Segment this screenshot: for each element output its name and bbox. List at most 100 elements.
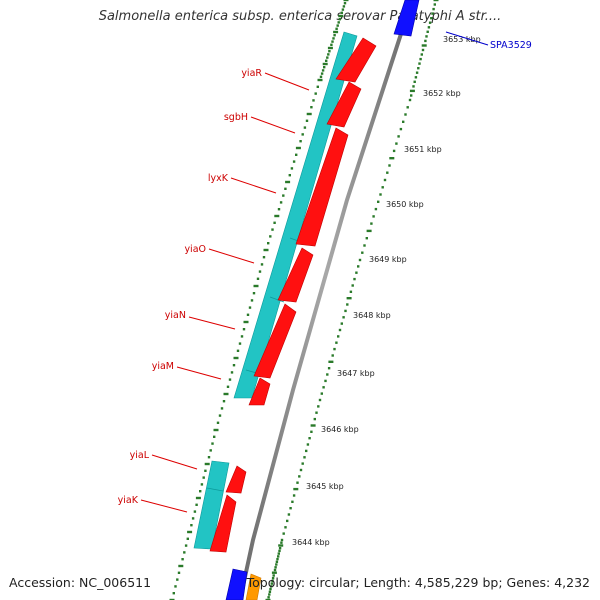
gene-arrow-yiaK[interactable] — [209, 494, 237, 553]
scale-dot — [291, 500, 294, 503]
scale-dot — [333, 347, 336, 351]
major-tick — [274, 214, 280, 218]
gene-label-lyxK[interactable]: lyxK — [208, 173, 229, 184]
gene-arrow-lyxK[interactable] — [295, 127, 349, 247]
gene-arrow-yiaM[interactable] — [248, 377, 271, 406]
scale-dot — [425, 35, 428, 38]
gene-arrow-sgbH[interactable] — [326, 81, 362, 128]
cyan-feature-block[interactable] — [233, 31, 358, 399]
scale-dot — [269, 587, 272, 591]
scale-dot — [388, 164, 391, 167]
scale-dot — [232, 364, 236, 367]
scale-dot — [274, 566, 277, 569]
scale-dot — [414, 76, 418, 79]
scale-dot — [172, 592, 175, 595]
gene-label-yiaL[interactable]: yiaL — [130, 450, 150, 461]
major-tick — [346, 297, 352, 300]
tick-label: 3650 kbp — [386, 200, 424, 209]
feature-label-SPA3529[interactable]: SPA3529 — [490, 40, 532, 51]
scale-dot — [308, 437, 311, 440]
major-tick — [195, 496, 201, 500]
gene-label-sgbH[interactable]: sgbH — [224, 112, 248, 123]
scale-dot — [335, 27, 338, 30]
scale-dot — [424, 39, 427, 43]
scale-dot — [252, 292, 256, 295]
scale-dot — [204, 469, 207, 472]
scale-dot — [191, 517, 195, 520]
scale-dot — [370, 222, 373, 225]
scale-dot — [351, 284, 354, 287]
scale-dot — [211, 442, 214, 445]
scale-dot — [186, 537, 189, 540]
scale-dot — [377, 200, 380, 203]
scale-dot — [202, 476, 205, 479]
scale-dot — [374, 207, 378, 211]
scale-dot — [335, 341, 338, 344]
backbone-track — [238, 0, 414, 600]
scale-dot — [277, 208, 281, 211]
scale-dot — [280, 541, 283, 544]
scale-dot — [337, 21, 340, 24]
gene-label-yiaN[interactable]: yiaN — [165, 310, 186, 321]
scale-dot — [273, 221, 276, 224]
scale-dot — [270, 585, 273, 588]
scale-dot — [184, 544, 188, 547]
gene-arrow-yiaR[interactable] — [335, 37, 377, 83]
scale-dot — [236, 349, 240, 352]
scale-dot — [296, 481, 299, 484]
scale-dot — [321, 69, 325, 72]
top-feature-blue[interactable] — [393, 0, 420, 37]
major-tick — [204, 462, 210, 466]
scale-dot — [338, 18, 341, 21]
scale-dot — [213, 435, 216, 438]
cyan-block-divider — [269, 296, 285, 303]
scale-dot — [312, 99, 315, 102]
scale-dot — [381, 186, 384, 189]
scale-dot — [310, 106, 313, 109]
scale-dot — [338, 328, 342, 332]
scale-dot — [183, 551, 186, 554]
scale-dot — [220, 407, 224, 410]
major-tick — [310, 424, 316, 427]
gene-arrow-yiaN[interactable] — [253, 303, 297, 379]
scale-dot — [331, 40, 334, 43]
tick-label: 3648 kbp — [353, 311, 391, 320]
inner-scale-ring — [265, 0, 439, 600]
scale-dot — [353, 277, 356, 281]
tick-label: 3651 kbp — [404, 145, 442, 154]
scale-dot — [299, 468, 303, 472]
gene-label-yiaK[interactable]: yiaK — [118, 495, 139, 506]
bottom-feature-blue[interactable] — [225, 568, 248, 600]
gene-arrow-yiaL[interactable] — [225, 465, 247, 494]
scale-dot — [250, 299, 254, 302]
scale-dot — [320, 392, 323, 395]
scale-dot — [323, 66, 326, 69]
scale-dot — [361, 251, 364, 254]
scale-dot — [174, 585, 177, 588]
major-tick — [327, 46, 333, 50]
gene-label-yiaO[interactable]: yiaO — [184, 244, 206, 255]
major-tick — [433, 0, 439, 2]
scale-dot — [246, 313, 250, 316]
red-feature-track — [209, 37, 377, 553]
gene-label-yiaR[interactable]: yiaR — [241, 68, 262, 79]
scale-dot — [277, 552, 280, 555]
major-tick — [233, 356, 239, 360]
bottom-feature-orange[interactable] — [245, 573, 262, 600]
scale-dot — [269, 235, 272, 238]
tick-label: 3652 kbp — [423, 89, 461, 98]
gene-label-yiaM[interactable]: yiaM — [152, 361, 174, 372]
gene-arrow-yiaO[interactable] — [277, 247, 314, 303]
scale-dot — [298, 475, 301, 478]
scale-dot — [397, 135, 400, 138]
scale-dot — [399, 127, 403, 131]
scale-dot — [328, 50, 331, 53]
scale-dot — [310, 430, 313, 433]
major-tick — [169, 598, 175, 600]
scale-dot — [415, 71, 419, 74]
scale-dot — [324, 379, 327, 383]
leader-yiaM — [176, 366, 222, 380]
scale-dot — [181, 558, 184, 561]
scale-dot — [228, 378, 232, 381]
